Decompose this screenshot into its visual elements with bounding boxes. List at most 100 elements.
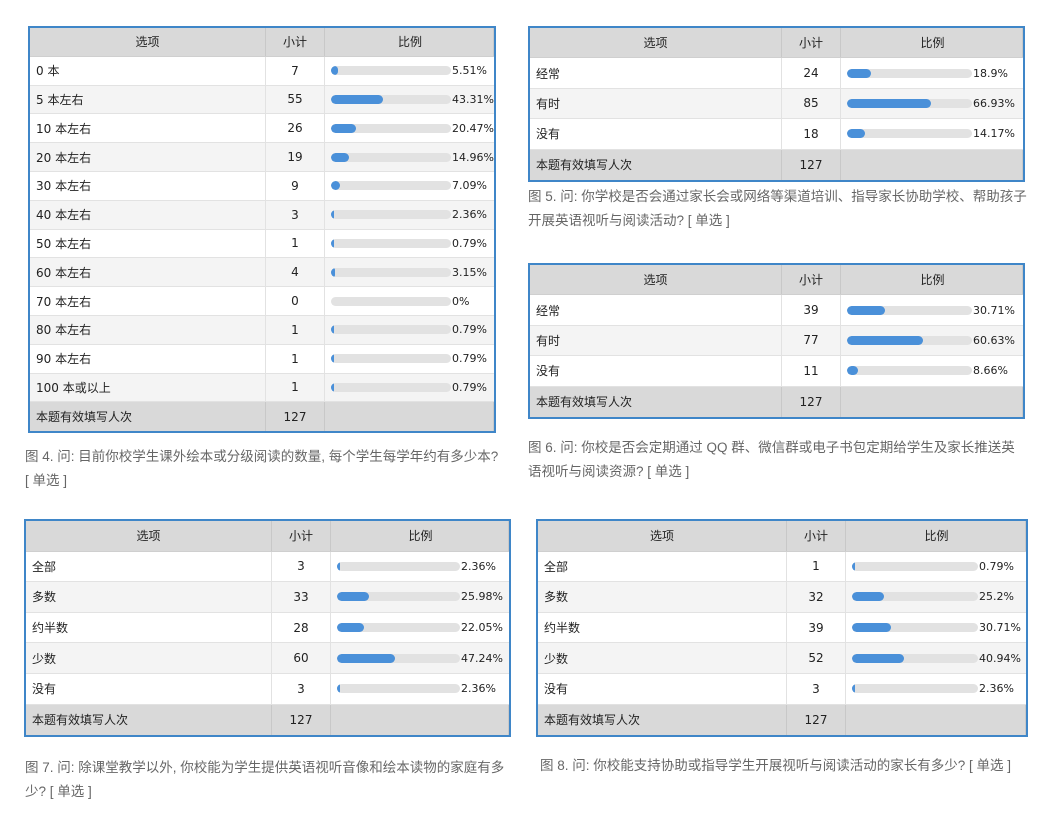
count-value-text: 0 xyxy=(291,294,299,309)
footer-empty xyxy=(841,149,1023,180)
percent-value: 0.79% xyxy=(979,559,1014,573)
count-value: 9 xyxy=(266,171,325,200)
progress-bar-track xyxy=(852,561,978,571)
table-row: 没有 3 2.36% xyxy=(538,673,1026,705)
footer-empty xyxy=(841,386,1023,417)
header-count-text: 小计 xyxy=(798,36,823,51)
progress-bar-track xyxy=(331,382,451,392)
option-label-text: 有时 xyxy=(536,333,561,348)
count-value-text: 1 xyxy=(291,236,299,251)
table-row: 全部 3 2.36% xyxy=(26,551,509,583)
progress-bar-track xyxy=(337,592,460,602)
table-row: 少数 60 47.24% xyxy=(26,643,509,674)
table-fig4: 选项 小计 比例 0 本 7 5.51% 5 本左右 55 43.31% 10 本左右 26 20.4… xyxy=(28,26,496,434)
count-value: 1 xyxy=(787,551,846,582)
footer-label: 本题有效填写人次 xyxy=(530,386,782,417)
table-row: 没有 18 14.17% xyxy=(530,119,1023,150)
option-label-text: 多数 xyxy=(544,590,569,605)
option-label: 有时 xyxy=(530,325,782,356)
header-count-text: 小计 xyxy=(282,35,307,50)
table-row: 没有 11 8.66% xyxy=(530,356,1023,387)
option-label: 30 本左右 xyxy=(30,171,266,200)
percent-value: 2.36% xyxy=(979,682,1014,696)
progress-bar-track xyxy=(847,68,972,78)
ratio-cell: 43.31% xyxy=(325,86,494,114)
table-row: 40 本左右 3 2.36% xyxy=(30,200,494,230)
option-label: 5 本左右 xyxy=(30,85,266,114)
header-count: 小计 xyxy=(782,265,841,295)
option-label-text: 少数 xyxy=(544,651,569,666)
header-count: 小计 xyxy=(787,521,846,551)
header-ratio-text: 比例 xyxy=(397,35,422,50)
progress-bar-fill xyxy=(337,592,369,602)
ratio-cell: 47.24% xyxy=(331,643,509,673)
table-footer-row: 本题有效填写人次 127 xyxy=(530,149,1023,180)
header-ratio: 比例 xyxy=(325,28,494,56)
percent-value: 2.36% xyxy=(461,559,496,573)
count-value: 39 xyxy=(782,295,841,325)
count-value-text: 85 xyxy=(803,96,819,111)
option-label-text: 30 本左右 xyxy=(36,179,92,194)
table-row: 80 本左右 1 0.79% xyxy=(30,315,494,345)
header-option: 选项 xyxy=(530,265,782,295)
table-fig7: 选项 小计 比例 全部 3 2.36% 多数 33 25.98% 约半数 28 22.05% 少数 60 4… xyxy=(24,519,511,738)
count-value: 60 xyxy=(272,643,331,673)
footer-label: 本题有效填写人次 xyxy=(26,704,272,736)
percent-value: 0.79% xyxy=(452,352,487,366)
count-value-text: 26 xyxy=(287,121,303,136)
progress-bar-track xyxy=(852,592,978,602)
figure-caption: 图 4. 问: 目前你校学生课外绘本或分级阅读的数量, 每个学生每学年约有多少本… xyxy=(25,449,499,488)
count-value: 4 xyxy=(266,258,325,287)
progress-bar-fill xyxy=(331,354,334,364)
ratio-cell: 18.9% xyxy=(841,58,1023,87)
progress-bar-track xyxy=(331,181,451,191)
percent-value: 8.66% xyxy=(973,364,1008,378)
ratio-cell: 8.66% xyxy=(841,356,1023,385)
progress-bar-track xyxy=(331,123,451,133)
ratio-cell: 3.15% xyxy=(325,258,494,286)
footer-label: 本题有效填写人次 xyxy=(538,704,787,736)
header-ratio-text: 比例 xyxy=(920,273,945,288)
ratio-cell: 14.96% xyxy=(325,143,494,171)
progress-bar-track xyxy=(337,684,460,694)
count-value-text: 32 xyxy=(808,589,824,604)
option-label-text: 没有 xyxy=(536,127,561,142)
table-header-row: 选项 小计 比例 xyxy=(530,28,1023,59)
table-row: 5 本左右 55 43.31% xyxy=(30,85,494,115)
ratio-cell: 60.63% xyxy=(841,326,1023,355)
table-row: 60 本左右 4 3.15% xyxy=(30,258,494,288)
option-label: 多数 xyxy=(26,582,272,612)
footer-label-text: 本题有效填写人次 xyxy=(32,713,129,728)
progress-bar-track xyxy=(337,623,460,633)
option-label-text: 少数 xyxy=(32,651,57,666)
footer-total: 127 xyxy=(272,704,331,736)
stats-table: 选项 小计 比例 全部 3 2.36% 多数 33 25.98% 约半数 28 22.05% 少数 60 4… xyxy=(24,519,511,738)
option-label: 少数 xyxy=(26,643,272,673)
count-value-text: 3 xyxy=(297,559,305,574)
progress-bar-fill xyxy=(852,623,891,633)
table-row: 30 本左右 9 7.09% xyxy=(30,171,494,201)
option-label: 全部 xyxy=(26,551,272,582)
count-value-text: 52 xyxy=(808,651,824,666)
ratio-cell: 40.94% xyxy=(846,643,1026,673)
progress-bar-fill xyxy=(847,129,865,139)
progress-bar-fill xyxy=(331,325,334,335)
table-footer-row: 本题有效填写人次 127 xyxy=(530,386,1023,417)
progress-bar-fill xyxy=(852,653,904,663)
count-value-text: 55 xyxy=(287,92,303,107)
option-label: 80 本左右 xyxy=(30,315,266,344)
option-label: 多数 xyxy=(538,582,787,612)
ratio-cell: 25.2% xyxy=(846,582,1026,612)
header-ratio: 比例 xyxy=(846,521,1026,551)
percent-value: 47.24% xyxy=(461,651,503,665)
footer-empty xyxy=(325,402,494,432)
progress-bar-fill xyxy=(852,592,884,602)
percent-value: 3.15% xyxy=(452,265,487,279)
count-value-text: 7 xyxy=(291,63,299,78)
progress-bar-track xyxy=(852,684,978,694)
count-value-text: 18 xyxy=(803,126,819,141)
table-row: 全部 1 0.79% xyxy=(538,551,1026,583)
count-value-text: 3 xyxy=(812,681,820,696)
count-value: 39 xyxy=(787,612,846,643)
option-label: 没有 xyxy=(26,673,272,704)
